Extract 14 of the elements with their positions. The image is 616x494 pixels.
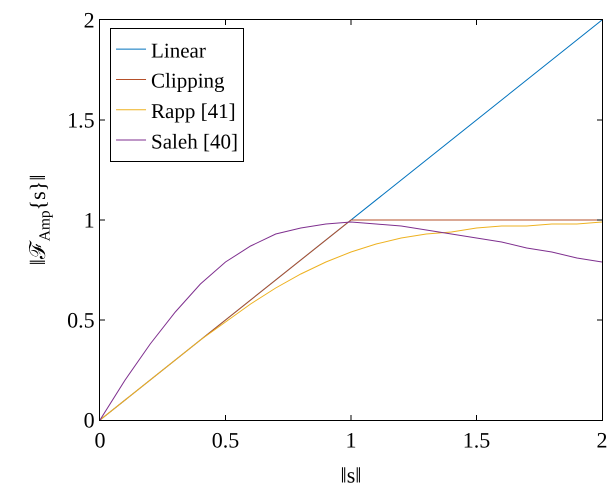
x-tick-label: 2 (596, 427, 608, 452)
x-axis-title: ‖s‖ (340, 462, 362, 488)
legend-label: Linear (151, 38, 206, 62)
legend-label: Clipping (151, 68, 226, 93)
x-tick-label: 0.5 (212, 427, 240, 452)
y-tick-label: 0 (84, 408, 95, 433)
legend-label: Saleh [40] (151, 129, 238, 154)
legend-label: Rapp [41] (151, 98, 236, 123)
y-tick-label: 1 (84, 208, 95, 233)
x-tick-label: 1 (346, 427, 356, 452)
x-tick-label: 1.5 (462, 427, 490, 452)
y-tick-label: 1.5 (67, 108, 95, 133)
y-tick-label: 0.5 (67, 308, 95, 333)
y-tick-label: 2 (84, 8, 95, 33)
